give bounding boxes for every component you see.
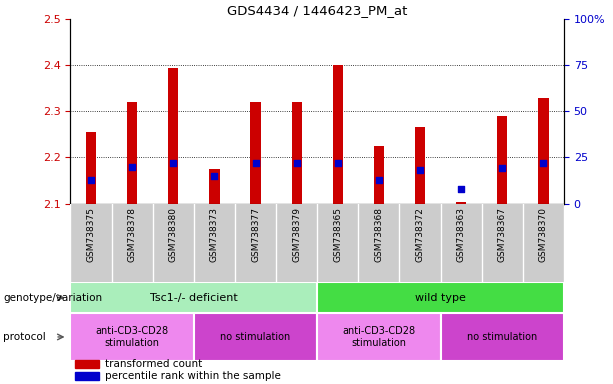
- Text: GSM738377: GSM738377: [251, 207, 260, 262]
- Text: GSM738378: GSM738378: [128, 207, 137, 262]
- Text: percentile rank within the sample: percentile rank within the sample: [105, 371, 281, 381]
- Text: no stimulation: no stimulation: [221, 332, 291, 342]
- Text: GSM738372: GSM738372: [416, 207, 425, 262]
- Title: GDS4434 / 1446423_PM_at: GDS4434 / 1446423_PM_at: [227, 3, 408, 17]
- Point: [538, 160, 548, 166]
- Text: GSM738375: GSM738375: [86, 207, 96, 262]
- Bar: [209, 169, 219, 204]
- Bar: [250, 102, 261, 204]
- Bar: [538, 98, 549, 204]
- Bar: [456, 202, 466, 204]
- Bar: [497, 116, 508, 204]
- Text: Tsc1-/- deficient: Tsc1-/- deficient: [150, 293, 238, 303]
- Point: [497, 166, 507, 172]
- Point: [292, 160, 302, 166]
- Text: GSM738368: GSM738368: [375, 207, 383, 262]
- Bar: [292, 102, 302, 204]
- Point: [251, 160, 261, 166]
- Text: GSM738379: GSM738379: [292, 207, 301, 262]
- Bar: [75, 360, 99, 368]
- Text: wild type: wild type: [415, 293, 466, 303]
- Text: no stimulation: no stimulation: [467, 332, 538, 342]
- Bar: [70, 282, 318, 313]
- Bar: [75, 372, 99, 380]
- Bar: [333, 65, 343, 204]
- Text: anti-CD3-CD28
stimulation: anti-CD3-CD28 stimulation: [96, 326, 169, 348]
- Text: GSM738363: GSM738363: [457, 207, 466, 262]
- Point: [456, 186, 466, 192]
- Point: [415, 167, 425, 174]
- Bar: [374, 146, 384, 204]
- Bar: [441, 313, 564, 361]
- Text: protocol: protocol: [3, 332, 46, 342]
- Text: GSM738380: GSM738380: [169, 207, 178, 262]
- Point: [333, 160, 343, 166]
- Bar: [127, 102, 137, 204]
- Point: [374, 177, 384, 183]
- Bar: [86, 132, 96, 204]
- Text: GSM738373: GSM738373: [210, 207, 219, 262]
- Text: genotype/variation: genotype/variation: [3, 293, 102, 303]
- Point: [128, 164, 137, 170]
- Text: anti-CD3-CD28
stimulation: anti-CD3-CD28 stimulation: [342, 326, 416, 348]
- Bar: [318, 282, 564, 313]
- Bar: [194, 313, 318, 361]
- Bar: [70, 313, 194, 361]
- Bar: [168, 68, 178, 204]
- Text: GSM738370: GSM738370: [539, 207, 548, 262]
- Text: GSM738367: GSM738367: [498, 207, 507, 262]
- Bar: [318, 313, 441, 361]
- Point: [86, 177, 96, 183]
- Point: [210, 173, 219, 179]
- Point: [169, 160, 178, 166]
- Text: GSM738365: GSM738365: [333, 207, 342, 262]
- Text: transformed count: transformed count: [105, 359, 202, 369]
- Bar: [415, 127, 425, 204]
